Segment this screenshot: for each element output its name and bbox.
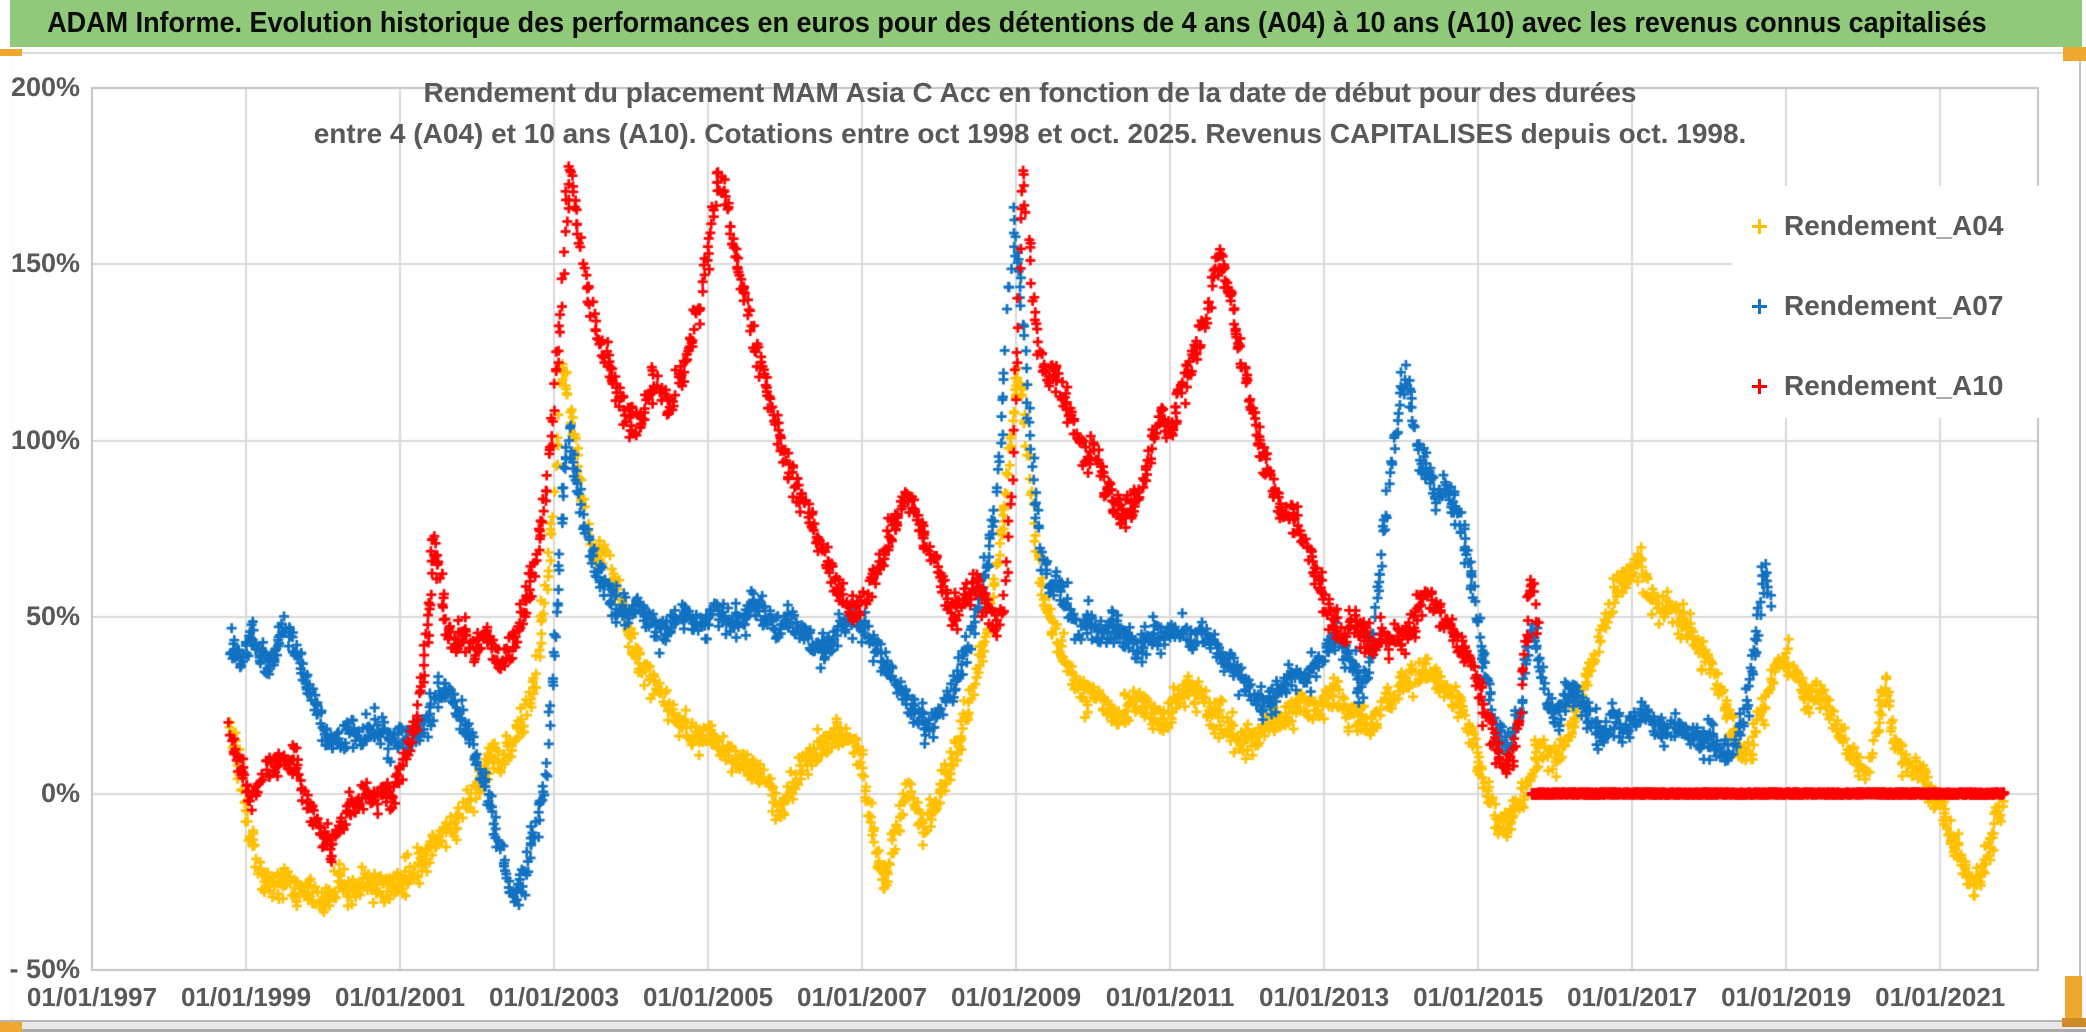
plus-marker-icon [1750,216,1770,236]
x-tick-label: 01/01/1999 [180,982,312,1012]
chart-title: Rendement du placement MAM Asia C Acc en… [300,72,1760,154]
plus-marker-icon [1750,296,1770,316]
x-tick-label: 01/01/2009 [951,982,1082,1012]
y-tick-label: - 50% [9,954,80,984]
selection-handle-top-right[interactable] [2063,47,2086,61]
selection-handle-top-left[interactable] [0,49,22,56]
legend-item-rendement-a04[interactable]: Rendement_A04 [1750,208,2003,244]
y-tick-label: 50% [25,601,80,632]
x-tick-label: 01/01/2013 [1259,982,1390,1012]
selection-handle-bottom-left[interactable] [0,1022,22,1032]
x-tick-label: 01/01/1997 [26,982,158,1012]
chart-title-line2: entre 4 (A04) et 10 ans (A10). Cotations… [313,118,1747,149]
x-tick-label: 01/01/2015 [1413,982,1544,1012]
y-tick-label: 100% [10,424,80,455]
x-tick-label: 01/01/2021 [1875,982,2006,1012]
selection-handle-bottom-right[interactable] [2065,976,2082,1020]
x-tick-label: 01/01/2003 [488,982,620,1012]
chart-legend[interactable]: Rendement_A04 Rendement_A07 Rendement_A1… [1732,186,2076,418]
legend-item-rendement-a10[interactable]: Rendement_A10 [1750,368,2003,404]
legend-item-rendement-a07[interactable]: Rendement_A07 [1750,288,2003,324]
y-tick-label: 150% [10,248,80,279]
x-tick-label: 01/01/2001 [334,982,466,1012]
x-tick-label: 01/01/2019 [1721,982,1852,1012]
x-tick-label: 01/01/2005 [642,982,774,1012]
legend-label: Rendement_A07 [1784,290,2004,321]
x-tick-label: 01/01/2007 [797,982,928,1012]
chart-title-line1: Rendement du placement MAM Asia C Acc en… [423,77,1637,108]
x-tick-label: 01/01/2017 [1567,982,1698,1012]
legend-label: Rendement_A10 [1784,370,2004,401]
x-tick-label: 01/01/2011 [1105,982,1235,1012]
plus-marker-icon [1750,376,1770,396]
y-tick-label: 0% [40,777,80,808]
y-tick-label: 200% [10,72,80,102]
selection-handle-bottom-right-corner[interactable] [2062,1018,2086,1027]
legend-label: Rendement_A04 [1784,210,2004,241]
